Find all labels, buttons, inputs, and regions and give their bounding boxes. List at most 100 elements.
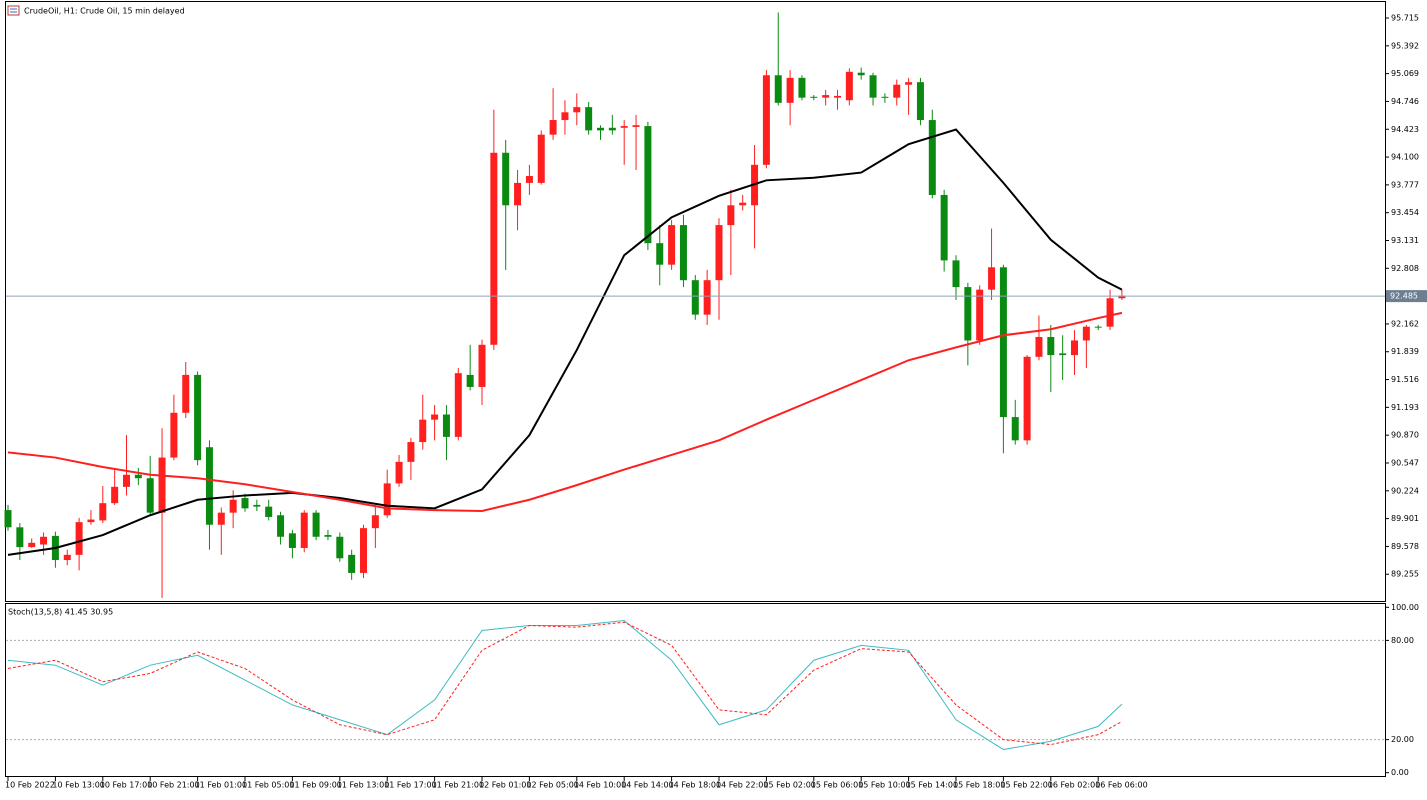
- candle-body: [194, 374, 202, 461]
- x-tick-label: 11 Feb 05:00: [242, 781, 294, 790]
- candle-body: [774, 75, 782, 103]
- y-tick-label: 93.777: [1391, 180, 1419, 189]
- y-tick-label: 80.00: [1391, 636, 1414, 645]
- x-tick-label: 15 Feb 10:00: [858, 781, 910, 790]
- candle-body: [1094, 326, 1102, 328]
- candle-body: [822, 95, 830, 98]
- candle-body: [1035, 337, 1043, 357]
- candle-body: [893, 84, 901, 98]
- candle-body: [1082, 326, 1090, 341]
- y-tick-label: 95.069: [1391, 69, 1419, 78]
- candle-body: [810, 96, 818, 98]
- candle-body: [916, 82, 924, 121]
- candle-body: [632, 125, 640, 127]
- candle-body: [739, 202, 747, 206]
- x-tick-label: 10 Feb 17:00: [100, 781, 152, 790]
- candle-body: [608, 127, 616, 131]
- x-tick-label: 10 Feb 13:00: [52, 781, 104, 790]
- stochastic-line: [7, 620, 1123, 751]
- candle-body: [490, 152, 498, 345]
- candle-body: [1071, 340, 1078, 356]
- candle-body: [336, 536, 344, 559]
- x-tick-label: 15 Feb 22:00: [1000, 781, 1052, 790]
- x-tick-label: 14 Feb 14:00: [621, 781, 673, 790]
- indicator-title: Stoch(13,5,8) 41.45 30.95: [8, 608, 113, 617]
- candle-body: [976, 289, 984, 341]
- candle-body: [419, 419, 427, 443]
- y-tick-label: 93.131: [1391, 236, 1419, 245]
- y-tick-label: 90.547: [1391, 458, 1419, 467]
- candle-body: [312, 512, 320, 537]
- candle-body: [395, 461, 403, 484]
- x-tick-label: 15 Feb 18:00: [953, 781, 1005, 790]
- candle-body: [798, 77, 806, 98]
- moving-average: [7, 311, 1123, 512]
- candle-body: [1011, 417, 1019, 441]
- candle-body: [241, 498, 249, 509]
- y-tick-label: 93.454: [1391, 208, 1419, 217]
- candle-body: [881, 96, 889, 98]
- candle-body: [205, 447, 213, 525]
- candle-body: [75, 522, 83, 555]
- candle-body: [845, 71, 853, 101]
- candle-body: [277, 515, 285, 537]
- candle-body: [300, 512, 308, 548]
- candle-body: [431, 414, 439, 420]
- y-tick-label: 92.162: [1391, 319, 1419, 328]
- y-tick-label: 92.808: [1391, 264, 1419, 273]
- y-tick-label: 91.839: [1391, 347, 1419, 356]
- candle-body: [158, 457, 166, 513]
- chart-icon[interactable]: [7, 5, 20, 16]
- stochastic-line: [7, 621, 1123, 746]
- y-tick-label: 90.870: [1391, 431, 1419, 440]
- candle-body: [111, 486, 119, 504]
- x-tick-label: 11 Feb 21:00: [432, 781, 484, 790]
- candle-body: [170, 412, 178, 458]
- y-tick-label: 91.516: [1391, 375, 1419, 384]
- candle-body: [762, 75, 770, 165]
- candle-body: [253, 504, 261, 507]
- candle-body: [786, 77, 794, 103]
- y-tick-label: 91.193: [1391, 403, 1419, 412]
- candle-body: [869, 75, 877, 98]
- candle-body: [229, 499, 237, 513]
- candle-body: [656, 243, 664, 265]
- candle-body: [134, 474, 142, 479]
- x-tick-label: 15 Feb 06:00: [811, 781, 863, 790]
- candle-body: [466, 374, 474, 387]
- candle-body: [478, 344, 486, 387]
- candle-body: [407, 442, 415, 462]
- candle-body: [857, 72, 865, 76]
- y-tick-label: 94.100: [1391, 153, 1419, 162]
- candle-body: [999, 267, 1007, 418]
- x-tick-label: 16 Feb 06:00: [1095, 781, 1147, 790]
- x-tick-label: 11 Feb 09:00: [289, 781, 341, 790]
- x-tick-label: 12 Feb 01:00: [479, 781, 531, 790]
- chart-title: CrudeOil, H1: Crude Oil, 15 min delayed: [24, 7, 185, 16]
- candle-body: [561, 112, 569, 121]
- candle-body: [514, 182, 522, 206]
- candle-body: [1118, 295, 1126, 299]
- x-tick-label: 15 Feb 14:00: [906, 781, 958, 790]
- candle-body: [988, 267, 996, 290]
- current-price-box: [1386, 290, 1427, 303]
- y-tick-label: 20.00: [1391, 735, 1414, 744]
- candle-body: [265, 506, 273, 517]
- candle-body: [4, 510, 12, 528]
- x-tick-label: 12 Feb 05:00: [526, 781, 578, 790]
- y-tick-label: 95.392: [1391, 41, 1419, 50]
- candle-body: [668, 225, 676, 265]
- x-tick-label: 11 Feb 13:00: [337, 781, 389, 790]
- y-tick-label: 89.255: [1391, 570, 1419, 579]
- candle-body: [360, 528, 367, 573]
- candle-body: [727, 205, 735, 226]
- candle-body: [63, 554, 71, 561]
- candle-body: [1047, 337, 1055, 356]
- candle-body: [383, 483, 391, 516]
- x-tick-label: 10 Feb 21:00: [147, 781, 199, 790]
- candle-body: [679, 225, 687, 281]
- candle-body: [1023, 356, 1031, 441]
